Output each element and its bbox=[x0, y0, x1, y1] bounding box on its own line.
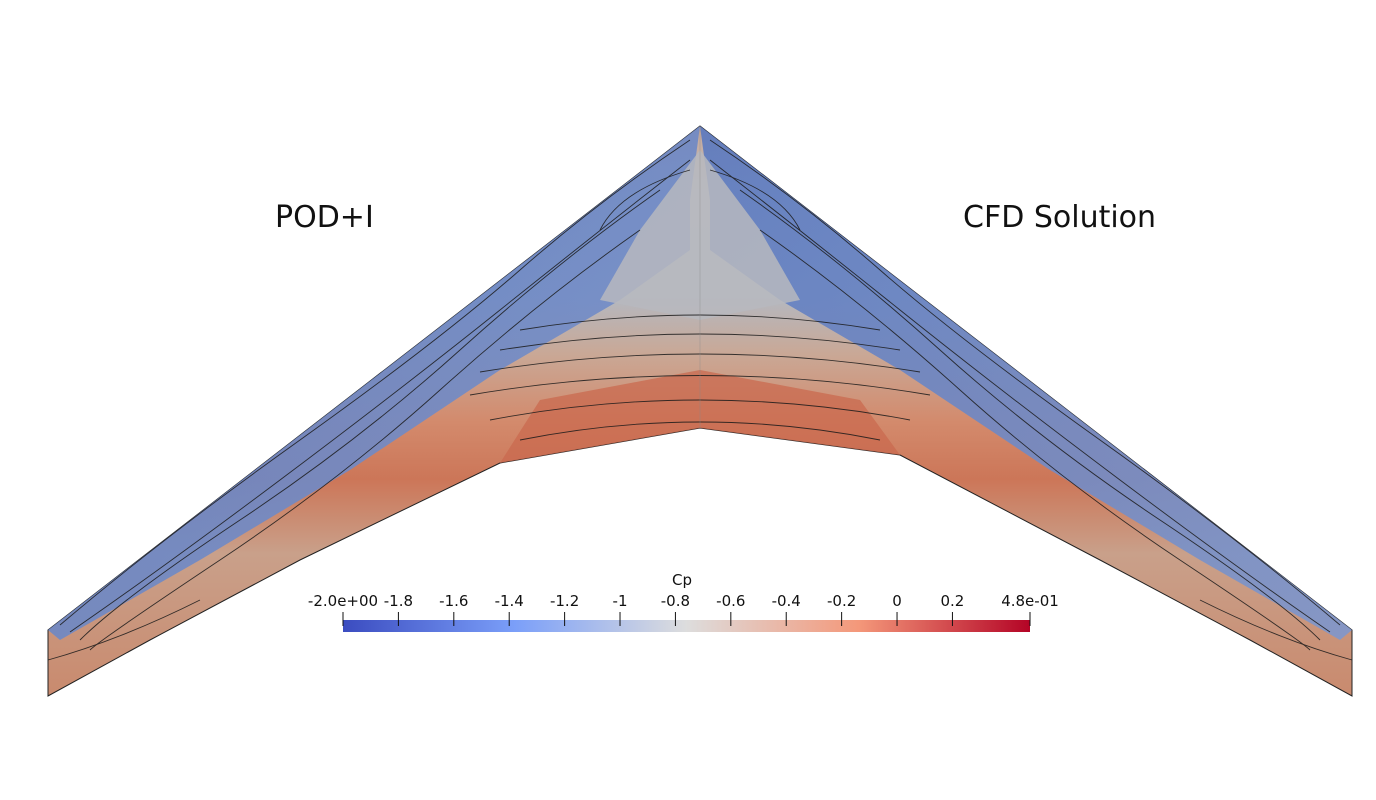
colorbar-title: Cp bbox=[672, 571, 692, 589]
colorbar-tick-label: -1.8 bbox=[383, 592, 414, 610]
colorbar-tick-label: -0.8 bbox=[660, 592, 691, 610]
colorbar-ticks bbox=[342, 612, 1031, 626]
colorbar-tick-label: -1.2 bbox=[549, 592, 580, 610]
colorbar bbox=[343, 620, 1030, 632]
colorbar-tick-label: -1.6 bbox=[439, 592, 469, 610]
colorbar-tick-label: 4.8e-01 bbox=[1001, 592, 1059, 610]
left-panel-label: POD+I bbox=[275, 200, 374, 235]
colorbar-tick-label: -0.4 bbox=[771, 592, 801, 610]
colorbar-tick-label: 0.2 bbox=[940, 592, 965, 610]
colorbar-tick-label: 0 bbox=[892, 592, 902, 610]
colorbar-tick-label: -2.0e+00 bbox=[307, 592, 379, 610]
colorbar-tick-label: -1.4 bbox=[494, 592, 524, 610]
colorbar-tick-label: -0.6 bbox=[716, 592, 746, 610]
colorbar-tick-label: -0.2 bbox=[826, 592, 857, 610]
right-suction-region bbox=[700, 126, 1352, 640]
left-suction-region bbox=[48, 126, 700, 640]
right-panel-label: CFD Solution bbox=[963, 200, 1157, 235]
colorbar-tick-label: -1 bbox=[612, 592, 628, 610]
